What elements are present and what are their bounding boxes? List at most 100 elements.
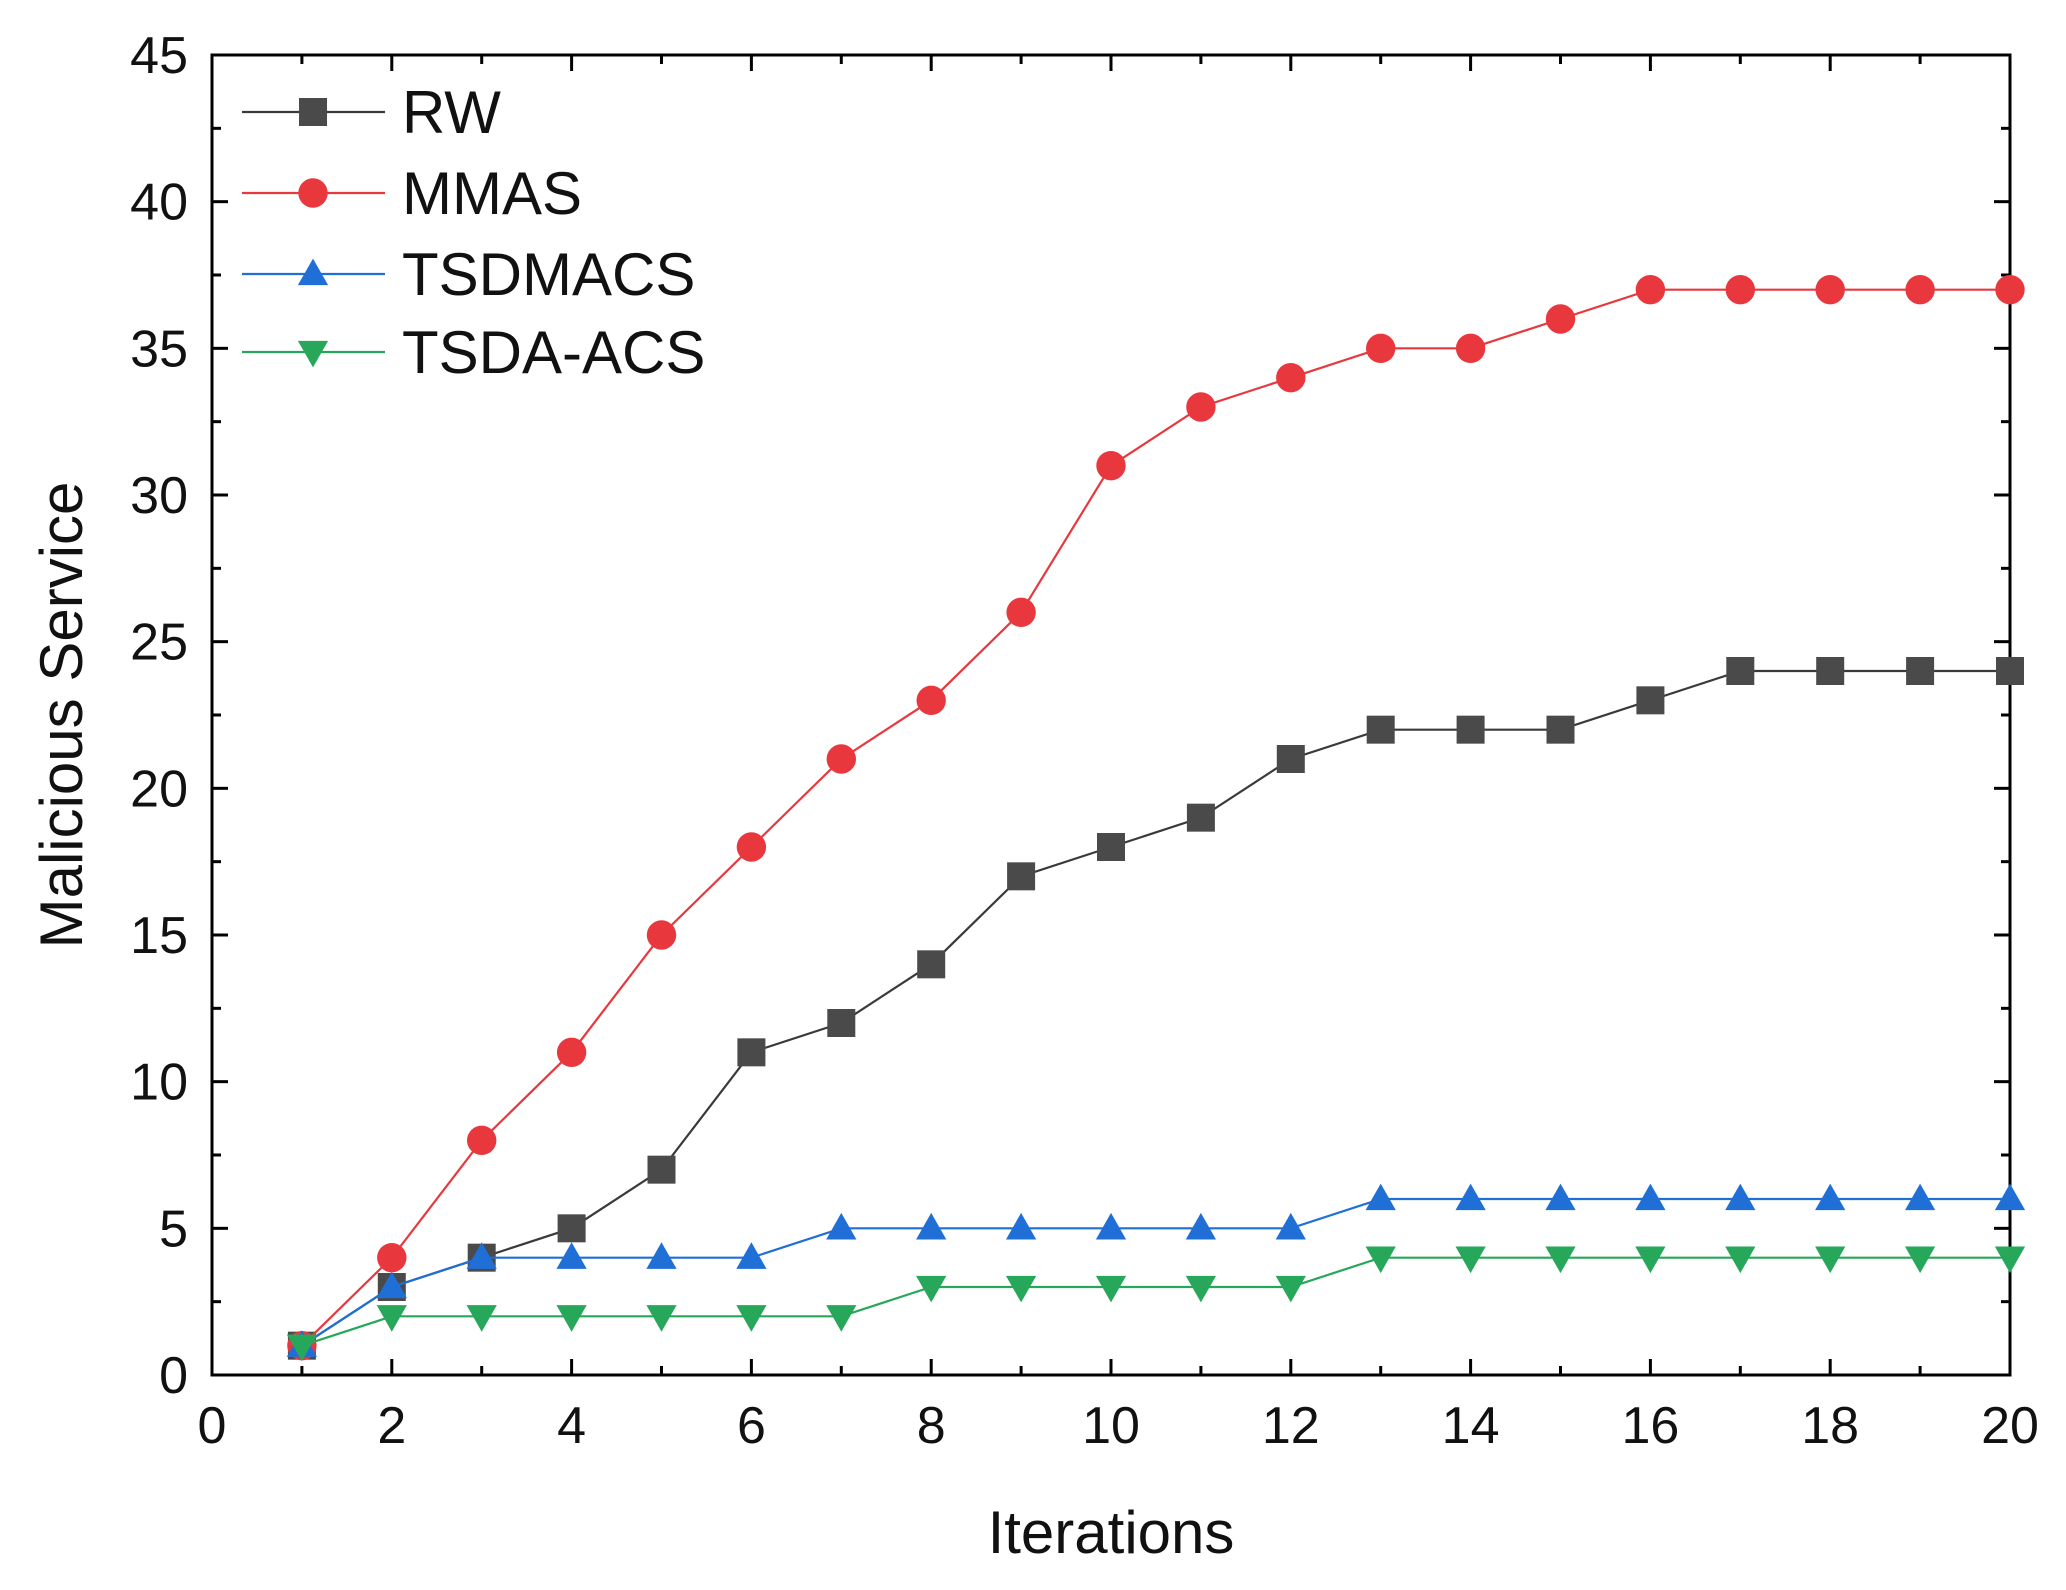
x-tick-label: 16 [1621, 1397, 1679, 1455]
data-point [376, 1271, 407, 1299]
x-tick-label: 8 [917, 1397, 946, 1455]
data-point [1815, 1246, 1846, 1274]
legend-label: TSDMACS [402, 241, 695, 308]
data-point [467, 1125, 497, 1156]
data-point [1186, 392, 1216, 422]
data-point [1185, 1275, 1217, 1303]
legend-label: TSDA-ACS [402, 319, 705, 386]
data-point [1545, 1183, 1576, 1211]
data-point [1096, 450, 1126, 481]
x-tick-label: 14 [1442, 1397, 1500, 1455]
data-point [286, 1334, 318, 1362]
data-point [1365, 1183, 1396, 1211]
data-point [1006, 597, 1036, 628]
y-tick-label: 35 [130, 320, 188, 378]
data-point [1365, 1246, 1396, 1274]
data-point [1546, 715, 1575, 744]
series-line [301, 1197, 2010, 1347]
data-point [466, 1242, 497, 1269]
x-tick-label: 10 [1082, 1397, 1140, 1455]
series-line [301, 1256, 2010, 1347]
legend-item: TSDMACS [242, 241, 695, 308]
data-point [556, 1037, 587, 1068]
legend-item: TSDA-ACS [242, 319, 705, 386]
y-tick-label: 10 [130, 1054, 188, 1112]
legend: RW MMAS TSDMACS TSDA-ACS [242, 79, 705, 386]
data-point [557, 1214, 586, 1243]
data-point [736, 1242, 767, 1269]
data-point [377, 1242, 407, 1273]
data-point [1095, 1212, 1127, 1240]
data-point [1725, 1246, 1756, 1274]
data-point [1815, 274, 1845, 305]
data-point [1635, 1246, 1666, 1274]
data-point [1726, 657, 1755, 685]
y-tick-label: 5 [159, 1200, 188, 1258]
data-point [827, 1009, 856, 1037]
data-point [737, 1038, 766, 1067]
x-tick-label: 4 [557, 1397, 586, 1455]
y-tick-label: 30 [130, 467, 188, 525]
data-point [1725, 274, 1756, 305]
data-point [1095, 1275, 1127, 1303]
legend-label: RW [402, 79, 501, 146]
data-point [1545, 304, 1576, 334]
series-tsdmacs [286, 1183, 2026, 1357]
data-point [736, 832, 767, 862]
y-tick-label: 25 [130, 614, 188, 672]
data-point [1275, 1275, 1306, 1303]
data-point [916, 1212, 947, 1240]
data-point [1635, 274, 1666, 305]
x-tick-label: 0 [198, 1397, 227, 1455]
data-point [1366, 715, 1395, 744]
y-tick-label: 15 [130, 907, 188, 965]
y-tick-label: 45 [130, 27, 188, 85]
legend-marker [298, 178, 328, 208]
data-point [1545, 1246, 1576, 1274]
data-point [1005, 1275, 1037, 1303]
y-tick-label: 0 [159, 1347, 188, 1405]
data-point [647, 1155, 676, 1184]
data-point [1994, 1246, 2026, 1274]
data-point [1456, 715, 1485, 744]
data-point [826, 1212, 857, 1240]
data-point [736, 1305, 767, 1332]
data-point [1996, 657, 2024, 685]
axes: 0 2 4 6 8 10 12 14 16 18 20 0 5 10 15 20 25 30 35 40 45 [130, 27, 2039, 1455]
series-mmas [287, 274, 2025, 1361]
data-point [1725, 1183, 1756, 1211]
data-point [1635, 1183, 1666, 1211]
data-point [1276, 745, 1305, 773]
data-point [1636, 686, 1665, 715]
legend-item: MMAS [242, 160, 582, 227]
data-point [1904, 1183, 1936, 1211]
data-point [826, 1305, 857, 1332]
data-point [556, 1305, 587, 1332]
data-point [376, 1305, 407, 1332]
data-point [917, 950, 946, 979]
data-point [1994, 1183, 2026, 1211]
data-point [1366, 333, 1396, 364]
data-point [1007, 862, 1036, 891]
data-point [1905, 274, 1935, 305]
x-axis-title: Iterations [988, 1499, 1235, 1566]
series-line [301, 288, 2010, 1347]
data-point [646, 1242, 677, 1269]
x-tick-label: 2 [377, 1397, 406, 1455]
data-point [826, 744, 856, 774]
y-tick-label: 20 [130, 760, 188, 818]
data-point [1816, 657, 1845, 685]
x-tick-label: 20 [1981, 1397, 2039, 1455]
series-tsda-acs [286, 1246, 2026, 1362]
data-point [1995, 274, 2025, 305]
data-point [646, 920, 677, 950]
data-point [1904, 1246, 1936, 1274]
y-tick-label: 40 [130, 174, 188, 232]
legend-marker [297, 258, 329, 286]
x-tick-label: 6 [737, 1397, 766, 1455]
data-point [1275, 1212, 1306, 1240]
y-axis-title: Malicious Service [28, 482, 95, 949]
data-point [1455, 1183, 1486, 1211]
legend-label: MMAS [402, 160, 582, 227]
